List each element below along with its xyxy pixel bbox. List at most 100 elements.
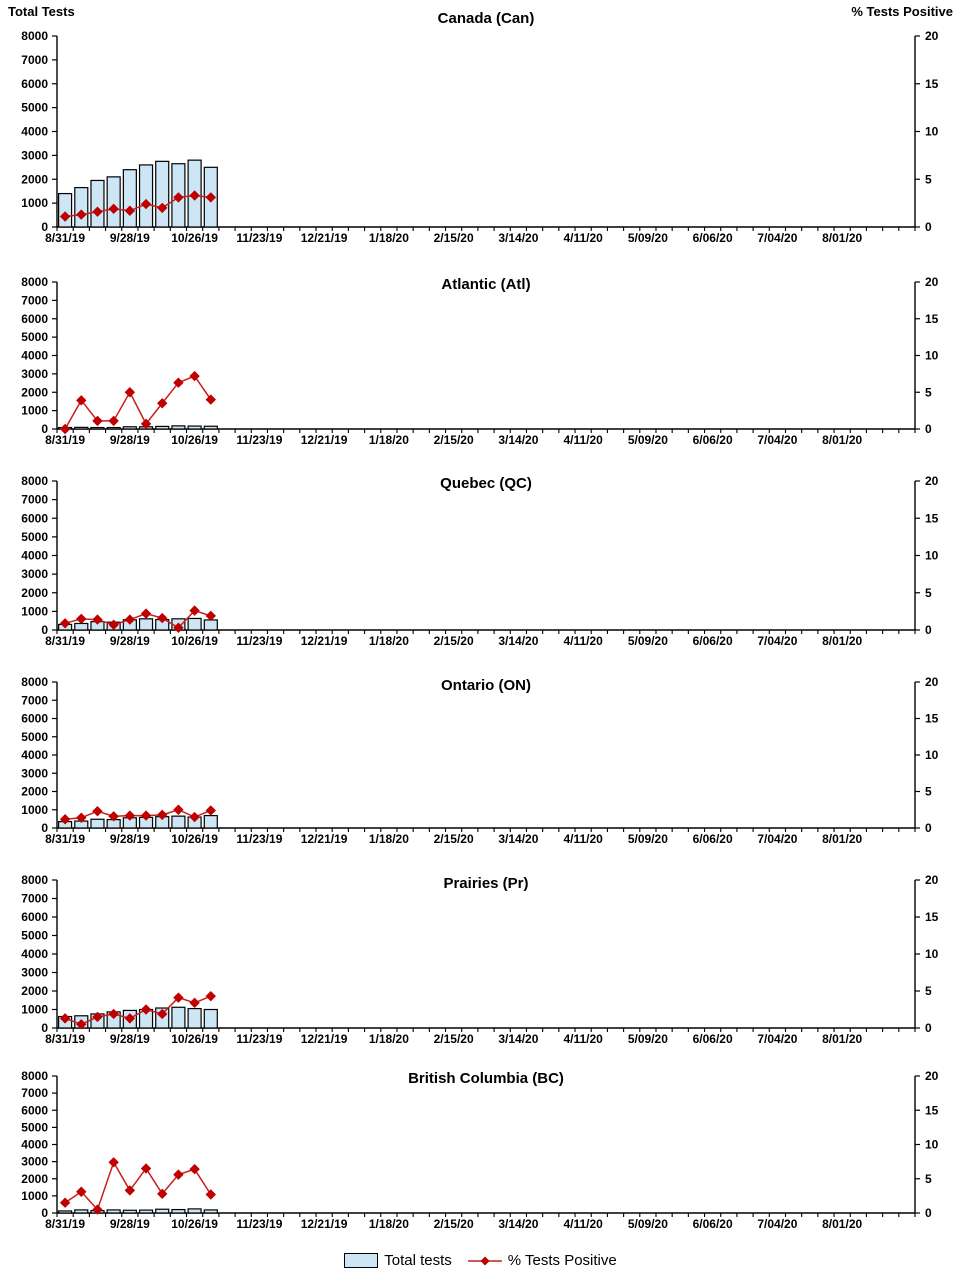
- x-tick-label: 12/21/19: [301, 433, 348, 447]
- left-tick-label: 1000: [21, 1003, 48, 1017]
- left-tick-label: 3000: [21, 966, 48, 980]
- pct-positive-point: [140, 198, 152, 210]
- x-tick-label: 12/21/19: [301, 634, 348, 648]
- legend-item-total-tests: Total tests: [344, 1252, 452, 1269]
- left-tick-label: 8000: [21, 873, 48, 887]
- x-tick-label: 9/28/19: [110, 433, 150, 447]
- x-tick-label: 11/23/19: [236, 433, 282, 447]
- x-tick-label: 9/28/19: [110, 1217, 150, 1231]
- pct-positive-point: [205, 192, 216, 203]
- total-tests-bar: [90, 179, 105, 228]
- right-tick-label: 5: [925, 1172, 932, 1186]
- right-tick-label: 0: [925, 821, 932, 835]
- x-tick-label: 2/15/20: [434, 433, 474, 447]
- pct-positive-point: [124, 205, 136, 216]
- pct-positive-point: [189, 811, 200, 823]
- x-tick-label: 11/23/19: [236, 1032, 282, 1046]
- x-tick-label: 6/06/20: [693, 832, 733, 846]
- pct-positive-point: [124, 1185, 136, 1196]
- left-tick-label: 2000: [21, 172, 48, 186]
- pct-positive-point: [92, 206, 103, 217]
- pct-positive-point: [92, 1011, 103, 1023]
- total-tests-bar: [187, 1007, 202, 1029]
- x-tick-label: 12/21/19: [301, 1217, 348, 1231]
- left-tick-label: 2000: [21, 785, 48, 799]
- pct-positive-point: [173, 992, 184, 1003]
- panel-prairies-pr-chart: Prairies (Pr) 0 1000 2000 3000 4000 5000 6000 70…: [21, 873, 939, 1046]
- panel-title: Prairies (Pr): [443, 875, 528, 892]
- left-tick-label: 0: [41, 422, 48, 436]
- pct-positive-point: [124, 387, 136, 398]
- x-tick-label: 5/09/20: [628, 1217, 668, 1231]
- pct-positive-point: [189, 370, 200, 382]
- left-tick-label: 6000: [21, 312, 48, 326]
- left-tick-label: 8000: [21, 275, 48, 289]
- total-tests-bar: [171, 425, 186, 430]
- pct-positive-point: [173, 622, 184, 633]
- x-tick-label: 10/26/19: [171, 832, 218, 846]
- right-tick-label: 0: [925, 422, 932, 436]
- x-tick-label: 6/06/20: [693, 1217, 733, 1231]
- pct-positive-point: [189, 190, 200, 201]
- pct-positive-point: [59, 618, 71, 629]
- left-tick-label: 6000: [21, 511, 48, 525]
- pct-positive-point: [189, 605, 200, 616]
- x-tick-label: 8/01/20: [822, 1217, 862, 1231]
- total-tests-swatch: [344, 1253, 379, 1268]
- left-tick-label: 7000: [21, 493, 48, 507]
- pct-positive-point: [205, 394, 216, 405]
- pct-positive-point: [124, 1013, 136, 1024]
- left-tick-label: 5000: [21, 330, 48, 344]
- x-tick-label: 2/15/20: [434, 1217, 474, 1231]
- total-tests-bar: [122, 169, 137, 228]
- x-tick-label: 11/23/19: [236, 634, 282, 648]
- left-tick-label: 7000: [21, 293, 48, 307]
- left-tick-label: 7000: [21, 53, 48, 67]
- right-tick-label: 5: [925, 984, 932, 998]
- legend-diamond: [480, 1256, 490, 1265]
- panel-british-columbia-bc-chart: British Columbia (BC)0100020003000400050…: [21, 1069, 938, 1231]
- x-tick-label: 11/23/19: [236, 1217, 282, 1231]
- x-tick-label: 7/04/20: [757, 634, 797, 648]
- left-tick-label: 8000: [21, 1069, 48, 1083]
- legend-item-pct-positive: % Tests Positive: [466, 1252, 617, 1269]
- x-tick-label: 9/28/19: [110, 1032, 150, 1046]
- left-tick-label: 0: [41, 1021, 48, 1035]
- right-tick-label: 15: [925, 511, 939, 525]
- x-tick-label: 5/09/20: [628, 1032, 668, 1046]
- left-tick-label: 2000: [21, 1172, 48, 1186]
- left-tick-label: 1000: [21, 604, 48, 618]
- x-tick-label: 5/09/20: [628, 433, 668, 447]
- x-tick-label: 3/14/20: [498, 1032, 538, 1046]
- left-tick-label: 3000: [21, 567, 48, 581]
- right-tick-label: 10: [925, 947, 939, 961]
- legend-pct-positive-label: % Tests Positive: [507, 1252, 617, 1269]
- pct-positive-line: [64, 609, 212, 629]
- total-tests-bar: [187, 617, 202, 631]
- right-tick-label: 5: [925, 385, 932, 399]
- x-tick-label: 1/18/20: [369, 1217, 409, 1231]
- total-tests-bar: [138, 1209, 154, 1214]
- x-tick-label: 3/14/20: [498, 634, 538, 648]
- x-tick-label: 9/28/19: [110, 832, 150, 846]
- right-axis-title: % Tests Positive: [851, 4, 953, 19]
- total-tests-bar: [187, 425, 202, 430]
- left-axis-title: Total Tests: [8, 4, 75, 19]
- total-tests-bar: [106, 176, 121, 228]
- pct-positive-point: [140, 608, 152, 619]
- pct-positive-point: [124, 810, 136, 821]
- x-tick-label: 7/04/20: [757, 832, 797, 846]
- left-tick-label: 1000: [21, 803, 48, 817]
- x-tick-label: 3/14/20: [498, 231, 538, 245]
- left-tick-label: 4000: [21, 947, 48, 961]
- x-tick-label: 8/01/20: [822, 433, 862, 447]
- pct-positive-line: [64, 1160, 212, 1212]
- panel-title: Atlantic (Atl): [441, 276, 530, 293]
- pct-positive-point: [157, 1008, 168, 1020]
- x-tick-label: 8/01/20: [822, 231, 862, 245]
- left-tick-label: 7000: [21, 892, 48, 906]
- x-tick-label: 6/06/20: [693, 433, 733, 447]
- x-tick-label: 6/06/20: [693, 634, 733, 648]
- x-tick-label: 2/15/20: [434, 634, 474, 648]
